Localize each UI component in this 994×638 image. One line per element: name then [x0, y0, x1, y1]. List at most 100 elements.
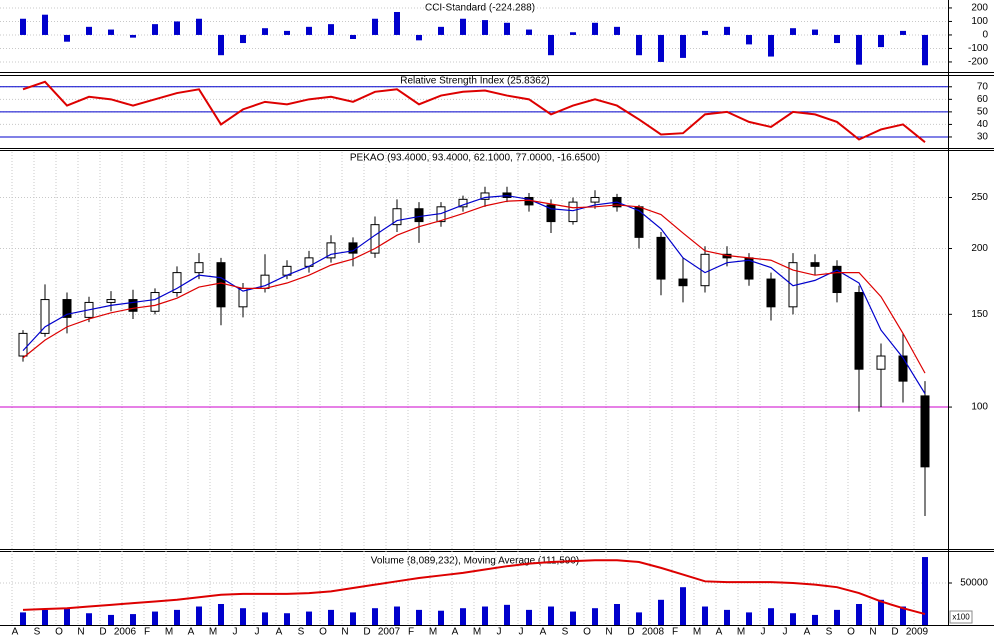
bar — [262, 612, 268, 625]
x-tick-label: O — [583, 627, 591, 638]
bar — [196, 18, 202, 35]
x-tick-label: J — [519, 627, 524, 638]
candle-body — [480, 192, 490, 200]
x-tick-label: N — [77, 627, 84, 638]
bar — [636, 612, 642, 625]
bar — [306, 611, 312, 625]
bar — [680, 587, 686, 625]
bar — [548, 606, 554, 625]
bar — [592, 608, 598, 625]
bar — [878, 34, 884, 48]
x-tick-label: O — [847, 627, 855, 638]
bar — [746, 612, 752, 625]
x-tick-label: 2008 — [642, 627, 665, 638]
bar — [328, 24, 334, 35]
bar — [922, 34, 928, 66]
x-tick-label: D — [99, 627, 106, 638]
y-tick-label: 50 — [977, 107, 989, 118]
unit-box — [949, 610, 973, 624]
bar — [724, 609, 730, 625]
y-tick-label: 70 — [977, 81, 989, 92]
bar — [658, 599, 664, 625]
bar — [64, 34, 70, 42]
bar — [526, 609, 532, 625]
bar — [570, 32, 576, 35]
candle-body — [810, 262, 820, 267]
bar — [108, 614, 114, 625]
bar — [746, 34, 752, 45]
bar — [526, 29, 532, 35]
x-tick-label: M — [693, 627, 701, 638]
bar — [328, 609, 334, 625]
x-tick-label: 2007 — [378, 627, 401, 638]
panel-title: Volume (8,089,232), Moving Average (111,… — [371, 556, 579, 567]
bar — [724, 26, 730, 35]
bar — [702, 606, 708, 625]
x-tick-label: M — [737, 627, 745, 638]
x-tick-label: J — [233, 627, 238, 638]
x-tick-label: A — [188, 627, 195, 638]
bar — [218, 34, 224, 56]
x-tick-label: M — [473, 627, 481, 638]
bar — [812, 614, 818, 625]
bar — [372, 608, 378, 625]
bar — [614, 26, 620, 35]
bar — [438, 26, 444, 35]
x-tick-label: D — [627, 627, 634, 638]
bar — [64, 608, 70, 625]
bar — [768, 608, 774, 625]
x-tick-label: M — [429, 627, 437, 638]
candle-body — [370, 224, 380, 254]
bar — [460, 608, 466, 625]
bar — [240, 608, 246, 625]
x-tick-label: N — [341, 627, 348, 638]
candle-body — [194, 262, 204, 274]
bar — [790, 28, 796, 35]
y-tick-label: 100 — [971, 16, 988, 27]
x-tick-label: A — [12, 627, 19, 638]
bar — [482, 20, 488, 35]
candle-body — [18, 332, 28, 357]
bar — [130, 614, 136, 625]
panel-title: Relative Strength Index (25.8362) — [400, 76, 550, 87]
x-tick-label: A — [452, 627, 459, 638]
panel-title: PEKAO (93.4000, 93.4000, 62.1000, 77.000… — [350, 153, 600, 164]
moving-average — [22, 199, 926, 374]
bar — [42, 14, 48, 35]
bar — [394, 606, 400, 625]
unit-label: x100 — [952, 613, 970, 622]
bar — [262, 28, 268, 35]
candle-body — [678, 278, 688, 287]
candle-body — [392, 208, 402, 226]
bar — [130, 34, 136, 38]
y-tick-label: -200 — [968, 57, 988, 68]
bar — [350, 34, 356, 39]
candle-body — [172, 272, 182, 294]
bar — [856, 603, 862, 625]
candle-body — [106, 299, 116, 303]
bar — [658, 34, 664, 62]
candle-body — [898, 355, 908, 382]
x-tick-label: F — [672, 627, 678, 638]
bar — [284, 30, 290, 35]
candle-body — [62, 299, 72, 318]
bar — [900, 30, 906, 35]
bar — [152, 24, 158, 35]
y-tick-label: 200 — [971, 3, 988, 14]
y-tick-label: 60 — [977, 94, 989, 105]
bar — [416, 609, 422, 625]
bar — [152, 611, 158, 625]
bar — [372, 18, 378, 35]
x-tick-label: S — [34, 627, 41, 638]
candle-body — [40, 299, 50, 334]
x-tick-label: M — [165, 627, 173, 638]
bar — [42, 609, 48, 625]
candle-body — [150, 292, 160, 312]
bar — [438, 610, 444, 625]
candle-body — [920, 395, 930, 468]
candle-body — [766, 278, 776, 308]
y-tick-label: 200 — [971, 243, 988, 254]
x-tick-label: A — [716, 627, 723, 638]
bar — [284, 613, 290, 625]
